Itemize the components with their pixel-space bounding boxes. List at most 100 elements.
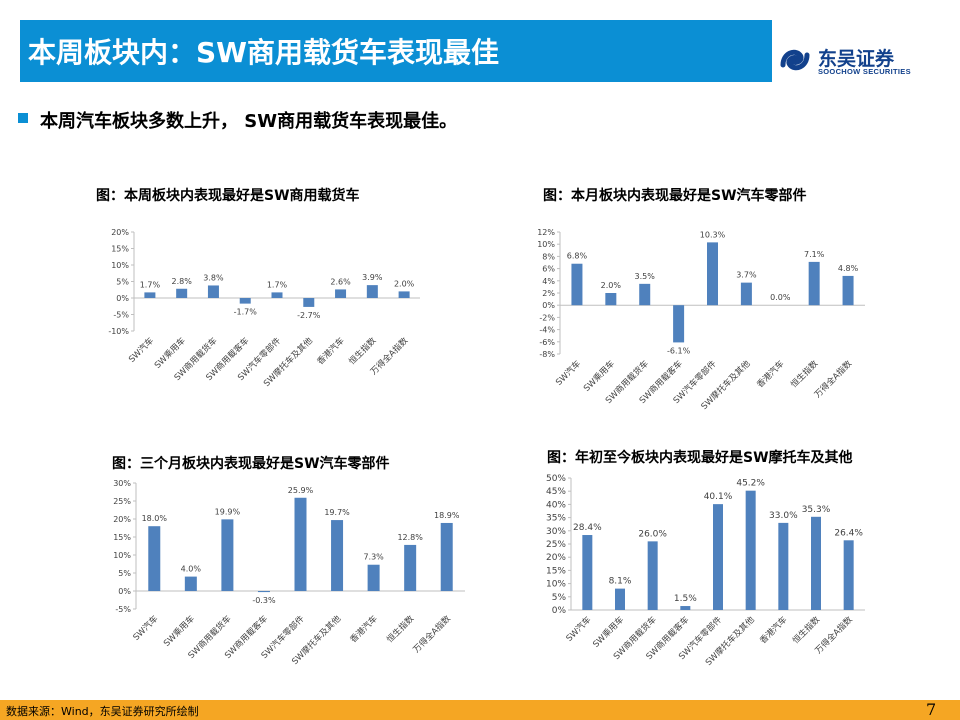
bar: [615, 588, 625, 610]
bar: [673, 305, 685, 343]
y-tick-label: -2%: [539, 313, 555, 322]
value-label: -6.1%: [667, 346, 691, 355]
value-label: 1.7%: [267, 280, 288, 289]
footer-source: 数据来源：Wind，东吴证券研究所绘制: [6, 705, 199, 718]
category-label: SW汽车: [564, 614, 594, 644]
y-tick-label: 40%: [546, 500, 566, 510]
value-label: 3.7%: [736, 271, 757, 280]
value-label: 4.8%: [838, 264, 859, 273]
value-label: 1.5%: [674, 594, 697, 604]
value-label: 18.9%: [434, 511, 460, 520]
bar: [740, 282, 752, 306]
value-label: 2.0%: [601, 281, 622, 290]
chart-title-3month: 图：三个月板块内表现最好是SW汽车零部件: [112, 456, 390, 472]
bar: [808, 261, 820, 306]
footer-bar: [0, 700, 960, 720]
value-label: -0.3%: [252, 596, 276, 605]
category-label: SW汽车: [131, 613, 161, 643]
value-label: 33.0%: [769, 511, 798, 521]
value-label: 4.0%: [181, 565, 202, 574]
bar: [842, 275, 854, 306]
bullet-text: 本周汽车板块多数上升， SW商用载货车表现最佳。: [40, 111, 458, 132]
y-tick-label: 15%: [113, 533, 131, 542]
chart-3month-performance: 30% 25% 20% 15% 10% 5% 0% -5% 18.0% SW汽车 4.0% SW乘用车…: [113, 479, 465, 667]
page-number: 7: [926, 700, 937, 719]
y-tick-label: 45%: [546, 487, 566, 497]
y-tick-label: 0%: [552, 606, 567, 616]
bar: [440, 522, 453, 591]
value-label: 18.0%: [142, 514, 168, 523]
chart-month-performance: 12% 10% 8% 6% 4% 2% 0% -2% -4% -6% -8% 6.8% SW汽车 2.0%…: [537, 228, 865, 412]
value-label: 3.9%: [362, 273, 383, 282]
brand-logo: 东吴证券 SOOCHOW SECURITIES: [778, 40, 948, 80]
y-tick-label: 50%: [546, 474, 566, 484]
value-label: 7.1%: [804, 250, 825, 259]
bar: [713, 504, 723, 610]
value-label: 35.3%: [802, 505, 831, 515]
bar: [303, 298, 315, 307]
logo-name-en: SOOCHOW SECURITIES: [818, 67, 911, 76]
y-tick-label: 5%: [116, 278, 129, 287]
value-label: 19.9%: [215, 507, 241, 516]
chart-title-ytd: 图：年初至今板块内表现最好是SW摩托车及其他: [547, 450, 853, 466]
chart-week-performance: 20%15%10%5%0%-5%-10%1.7%SW汽车2.8%SW乘用车3.8…: [108, 228, 420, 389]
value-label: -1.7%: [234, 308, 258, 317]
value-label: 26.0%: [638, 529, 667, 539]
y-tick-label: 6%: [542, 265, 555, 274]
value-label: 0.0%: [770, 293, 791, 302]
bar: [176, 288, 188, 298]
soochow-logo-icon: [780, 49, 810, 71]
bar: [605, 293, 617, 306]
value-label: 8.1%: [609, 577, 632, 587]
y-tick-label: 25%: [546, 540, 566, 550]
y-tick-label: 15%: [546, 566, 566, 576]
y-tick-label: 10%: [546, 580, 566, 590]
value-label: 3.5%: [635, 272, 656, 281]
y-tick-label: 10%: [113, 551, 131, 560]
category-label: 恒生指数: [790, 614, 822, 646]
chart-ytd-performance: 50% 45% 40% 35% 30% 25% 20% 15% 10% 5% 0% 28.4% SW汽车…: [546, 474, 865, 668]
value-label: 26.4%: [834, 528, 863, 538]
value-label: 2.0%: [394, 279, 415, 288]
logo-name-cn: 东吴证券: [818, 48, 895, 70]
bar: [294, 497, 307, 591]
y-tick-label: 10%: [111, 261, 129, 270]
bar: [639, 283, 651, 306]
y-tick-label: 20%: [546, 553, 566, 563]
value-label: 1.7%: [140, 280, 161, 289]
category-label: 万得全A指数: [812, 358, 854, 400]
category-label: 万得全A指数: [411, 613, 453, 655]
bar: [221, 519, 234, 591]
bar: [647, 541, 658, 610]
bar: [745, 490, 756, 610]
y-tick-label: 15%: [111, 245, 129, 254]
category-label: 香港汽车: [755, 358, 787, 390]
y-tick-label: 4%: [542, 277, 555, 286]
bar: [571, 263, 583, 306]
bar: [778, 522, 789, 610]
y-tick-label: 20%: [111, 228, 129, 237]
bar: [331, 520, 344, 591]
y-tick-label: 2%: [542, 289, 555, 298]
y-tick-label: -5%: [113, 311, 129, 320]
y-tick-label: 12%: [537, 228, 555, 237]
y-tick-label: 35%: [546, 514, 566, 524]
value-label: 40.1%: [704, 492, 733, 502]
bar: [366, 285, 378, 298]
bar: [144, 292, 156, 298]
y-tick-label: 5%: [552, 593, 567, 603]
bar: [367, 564, 380, 591]
category-label: 香港汽车: [348, 613, 380, 645]
y-tick-label: 0%: [542, 301, 555, 310]
bar: [207, 285, 219, 298]
category-label: 恒生指数: [788, 358, 820, 390]
bar: [257, 591, 270, 593]
page-title: 本周板块内：SW商用载货车表现最佳: [28, 36, 500, 69]
y-tick-label: 30%: [113, 479, 131, 488]
category-label: SW乘用车: [581, 358, 617, 394]
bar: [811, 516, 821, 610]
y-tick-label: 30%: [546, 527, 566, 537]
y-tick-label: 10%: [537, 240, 555, 249]
y-tick-label: 0%: [118, 587, 131, 596]
value-label: 25.9%: [288, 486, 314, 495]
